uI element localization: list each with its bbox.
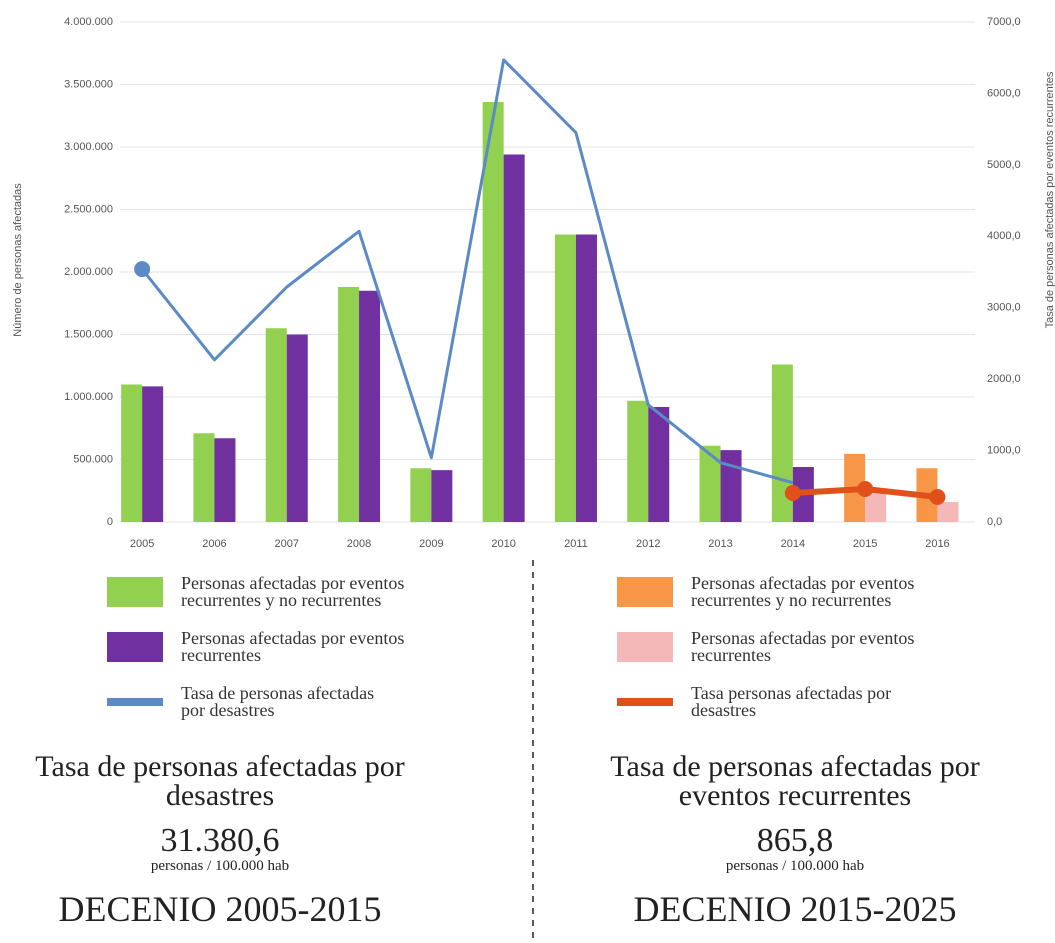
panel-unit: personas / 100.000 hab <box>150 858 290 874</box>
legend-label: Personas afectadas por eventos recurrent… <box>691 573 915 610</box>
legend-label: Tasa de personas afectadas por desastres <box>181 683 375 720</box>
bar <box>720 450 742 522</box>
y2-tick-label: 6000,0 <box>987 87 1021 99</box>
legend-swatch <box>617 698 673 706</box>
panel-decade: DECENIO 2015-2025 <box>633 889 957 929</box>
legend-swatch <box>107 577 163 607</box>
line <box>140 58 794 485</box>
y-tick-label: 1.500.000 <box>64 328 113 340</box>
y2-tick-label: 2000,0 <box>987 373 1021 385</box>
panel-title: Tasa de personas afectadas por desastres <box>35 750 405 812</box>
marker <box>784 485 801 501</box>
bar <box>648 407 670 522</box>
panel-value: 865,8 <box>756 822 834 859</box>
legend-item: Personas afectadas por eventos recurrent… <box>617 628 981 665</box>
legend-label: Tasa personas afectadas por desastres <box>691 683 892 720</box>
bar <box>214 438 236 522</box>
x-tick-label: 2005 <box>130 538 154 550</box>
panel-value: 31.380,6 <box>160 822 280 859</box>
panel-unit: personas / 100.000 hab <box>725 858 865 874</box>
y2-tick-label: 0,0 <box>987 516 1002 528</box>
y-tick-label: 3.500.000 <box>64 78 113 90</box>
y2-tick-label: 3000,0 <box>987 302 1021 314</box>
marker <box>134 261 151 278</box>
marker <box>929 489 946 505</box>
y2-tick-label: 4000,0 <box>987 230 1021 242</box>
y-tick-label: 0 <box>107 516 113 528</box>
x-tick-label: 2007 <box>275 538 299 550</box>
y2-axis-label: Tasa de personas afectadas por eventos r… <box>1044 71 1055 328</box>
bar <box>431 470 453 522</box>
legend-swatch <box>617 577 673 607</box>
x-tick-label: 2013 <box>708 538 732 550</box>
y-tick-label: 4.000.000 <box>64 16 113 28</box>
legend-swatch <box>107 698 163 706</box>
y2-tick-label: 5000,0 <box>987 159 1021 171</box>
legend-label: Personas afectadas por eventos recurrent… <box>181 628 405 665</box>
legend-label: Personas afectadas por eventos recurrent… <box>691 628 915 665</box>
legend-item: Personas afectadas por eventos recurrent… <box>107 573 471 610</box>
x-tick-label: 2010 <box>491 538 515 550</box>
x-tick-label: 2006 <box>202 538 226 550</box>
legend-item: Tasa de personas afectadas por desastres <box>107 683 401 720</box>
bar <box>627 400 649 522</box>
bar <box>121 384 143 522</box>
bar <box>359 290 381 522</box>
bar <box>338 287 360 522</box>
x-tick-label: 2012 <box>636 538 660 550</box>
y2-tick-label: 1000,0 <box>987 444 1021 456</box>
bar <box>286 334 308 522</box>
y-tick-label: 1.000.000 <box>64 391 113 403</box>
bar <box>575 234 597 522</box>
bar <box>193 433 215 522</box>
marker <box>857 481 874 497</box>
y-tick-label: 2.500.000 <box>64 203 113 215</box>
bar <box>410 468 432 522</box>
bar <box>554 234 576 522</box>
bar <box>482 102 504 522</box>
panel: Tasa de personas afectadas por desastres… <box>0 752 440 930</box>
y-tick-label: 3.000.000 <box>64 141 113 153</box>
x-tick-label: 2009 <box>419 538 443 550</box>
bar <box>265 328 287 522</box>
panel-decade: DECENIO 2005-2015 <box>58 889 382 929</box>
y-tick-label: 500.000 <box>73 453 113 465</box>
legend-item: Personas afectadas por eventos recurrent… <box>617 573 981 610</box>
x-tick-label: 2008 <box>347 538 371 550</box>
legend-swatch <box>617 632 673 662</box>
legend-label: Personas afectadas por eventos recurrent… <box>181 573 405 610</box>
panel-title: Tasa de personas afectadas por eventos r… <box>610 750 980 812</box>
bar <box>699 445 721 522</box>
x-tick-label: 2014 <box>781 538 805 550</box>
bar <box>503 154 525 522</box>
x-tick-label: 2011 <box>564 538 588 550</box>
y2-tick-label: 7000,0 <box>987 16 1021 28</box>
panel: Tasa de personas afectadas por eventos r… <box>575 752 1015 930</box>
y-axis-label: Número de personas afectadas <box>12 183 24 337</box>
bar <box>937 502 959 522</box>
bar <box>142 386 164 522</box>
x-tick-label: 2016 <box>925 538 949 550</box>
legend-swatch <box>107 632 163 662</box>
legend-item: Tasa personas afectadas por desastres <box>617 683 911 720</box>
x-tick-label: 2015 <box>853 538 877 550</box>
legend-item: Personas afectadas por eventos recurrent… <box>107 628 471 665</box>
y-tick-label: 2.000.000 <box>64 266 113 278</box>
bar <box>865 492 887 522</box>
